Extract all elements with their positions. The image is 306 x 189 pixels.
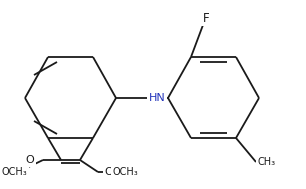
- Text: OCH₃: OCH₃: [112, 167, 138, 177]
- Text: CH₃: CH₃: [258, 157, 276, 167]
- Text: O: O: [26, 155, 34, 165]
- Text: F: F: [203, 12, 209, 25]
- Text: OCH₃: OCH₃: [2, 167, 28, 177]
- Text: O: O: [105, 167, 114, 177]
- Text: HN: HN: [149, 93, 165, 103]
